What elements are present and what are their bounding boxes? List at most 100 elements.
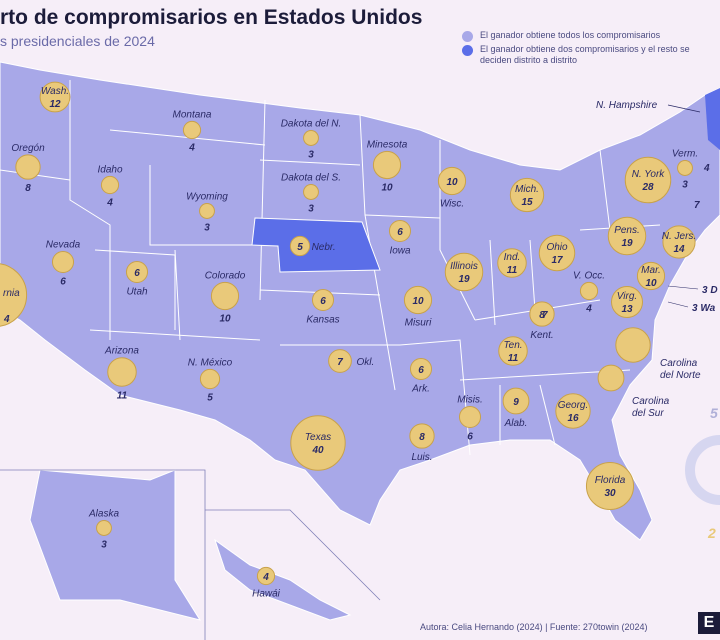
bubble-wash-: [39, 81, 71, 113]
bubble-n-m-xico: [199, 368, 221, 390]
bubble-colorado: [210, 281, 240, 311]
state-votes: 15: [521, 197, 533, 208]
bubble-illinois: [444, 252, 484, 292]
bubble-georg-: [555, 393, 591, 429]
state-label: Idaho: [97, 164, 122, 175]
legend-swatch-light: [462, 31, 473, 42]
bubble-haw-i: [256, 566, 276, 586]
state-maine: [705, 88, 720, 150]
state-votes: 4: [585, 304, 592, 315]
bubble-okl-: [328, 349, 352, 373]
alaska-inset: [29, 469, 202, 621]
state-label: Nevada: [46, 239, 81, 250]
state-votes: 3: [101, 539, 107, 550]
legend-item-split: El ganador obtiene dos compromisarios y …: [462, 44, 720, 66]
state-label: Georg.: [558, 400, 589, 411]
state-label: Ark.: [411, 384, 430, 395]
state-label: Kent.: [530, 330, 553, 341]
state-label: Luis.: [411, 452, 432, 463]
nc-label-1: Carolina: [660, 358, 698, 369]
state-label: Pens.: [614, 225, 640, 236]
edge-fragment-label: 4: [3, 314, 10, 325]
state-label: Illinois: [450, 261, 478, 272]
bubble-montana: [182, 120, 202, 140]
bubble-texas: [290, 415, 346, 471]
bubble-calif-: [0, 263, 28, 327]
state-votes: 12: [49, 99, 61, 110]
legend-swatch-dark: [462, 45, 473, 56]
state-label: Colorado: [205, 270, 246, 281]
state-votes: 16: [567, 413, 579, 424]
state-label: Utah: [126, 287, 148, 298]
state-label: Wash.: [41, 86, 69, 97]
bubble-verm-: [677, 160, 693, 176]
state-votes: 14: [673, 244, 685, 255]
state-votes: 5: [207, 393, 213, 404]
edge-fragment-label: 4: [703, 163, 710, 174]
bubble-dakota-del-s-: [303, 184, 319, 200]
state-votes: 6: [397, 227, 403, 238]
bubble-mar-: [636, 261, 666, 291]
side-number-2: 2: [707, 525, 716, 541]
bubble-utah: [125, 260, 149, 284]
bubble-florida: [585, 461, 635, 511]
nh-label: N. Hampshire: [596, 100, 658, 111]
bubble-oreg-n: [15, 154, 41, 180]
state-label: Kansas: [306, 315, 339, 326]
state-label: Wisc.: [440, 199, 464, 210]
bubble-mich-: [509, 177, 545, 213]
state-label: N. México: [188, 357, 233, 368]
bubble-iowa: [388, 219, 412, 243]
source-footer: Autora: Celia Hernando (2024) | Fuente: …: [420, 622, 648, 632]
state-votes: 8: [419, 432, 425, 443]
state-votes: 3: [308, 149, 314, 160]
state-label: N. York: [632, 169, 666, 180]
state-votes: 11: [117, 390, 128, 401]
state-label: Nebr.: [312, 242, 336, 253]
state-label: Misis.: [457, 394, 483, 405]
state-votes: 40: [311, 445, 324, 456]
state-votes: 28: [641, 182, 654, 193]
bubble-ten-: [498, 336, 528, 366]
bubble-wyoming: [199, 203, 215, 219]
bubble-dakota-del-n-: [303, 130, 319, 146]
state-votes: 3: [204, 222, 210, 233]
state-label: Ten.: [503, 340, 522, 351]
sc-label-2: del Sur: [632, 408, 664, 419]
state-votes: 8: [539, 310, 545, 321]
state-votes: 4: [262, 572, 269, 583]
inset-divider: [0, 469, 381, 640]
state-votes: 7: [337, 357, 343, 368]
bubble-kent-: [529, 301, 555, 327]
was-label: 3 Wa: [692, 303, 716, 314]
hawaii-inset: [214, 538, 352, 621]
state-votes: 10: [645, 278, 657, 289]
state-votes: 6: [134, 268, 140, 279]
state-label: Minesota: [367, 139, 408, 150]
edge-fragment-label: 7: [542, 310, 548, 321]
state-votes: 5: [297, 242, 303, 253]
state-votes: 6: [467, 432, 473, 443]
legend-item-winner-take-all: El ganador obtiene todos los compromisar…: [462, 30, 720, 42]
del-label: 3 D: [702, 285, 718, 296]
state-label: Mar.: [641, 265, 661, 276]
bubble-v-occ-: [579, 281, 599, 301]
bubble-minesota: [372, 150, 402, 180]
bubble-n-york: [624, 156, 672, 204]
del-leader-line: [667, 285, 699, 290]
state-votes: 6: [60, 277, 66, 288]
state-votes: 11: [507, 265, 518, 276]
donut-fragment: [684, 435, 720, 505]
state-votes: 17: [551, 255, 563, 266]
edge-fragment-label: rnia: [3, 288, 20, 299]
state-label: Mich.: [515, 184, 539, 195]
bubble-nebr-: [289, 235, 311, 257]
legend-label: El ganador obtiene dos compromisarios y …: [480, 44, 690, 65]
state-label: Montana: [173, 109, 212, 120]
state-votes: 4: [106, 198, 113, 209]
bubble-ohio: [538, 234, 576, 272]
bubble-arizona: [107, 357, 137, 387]
map-title: rto de compromisarios en Estados Unidos: [0, 6, 423, 29]
us-land: [0, 61, 720, 541]
